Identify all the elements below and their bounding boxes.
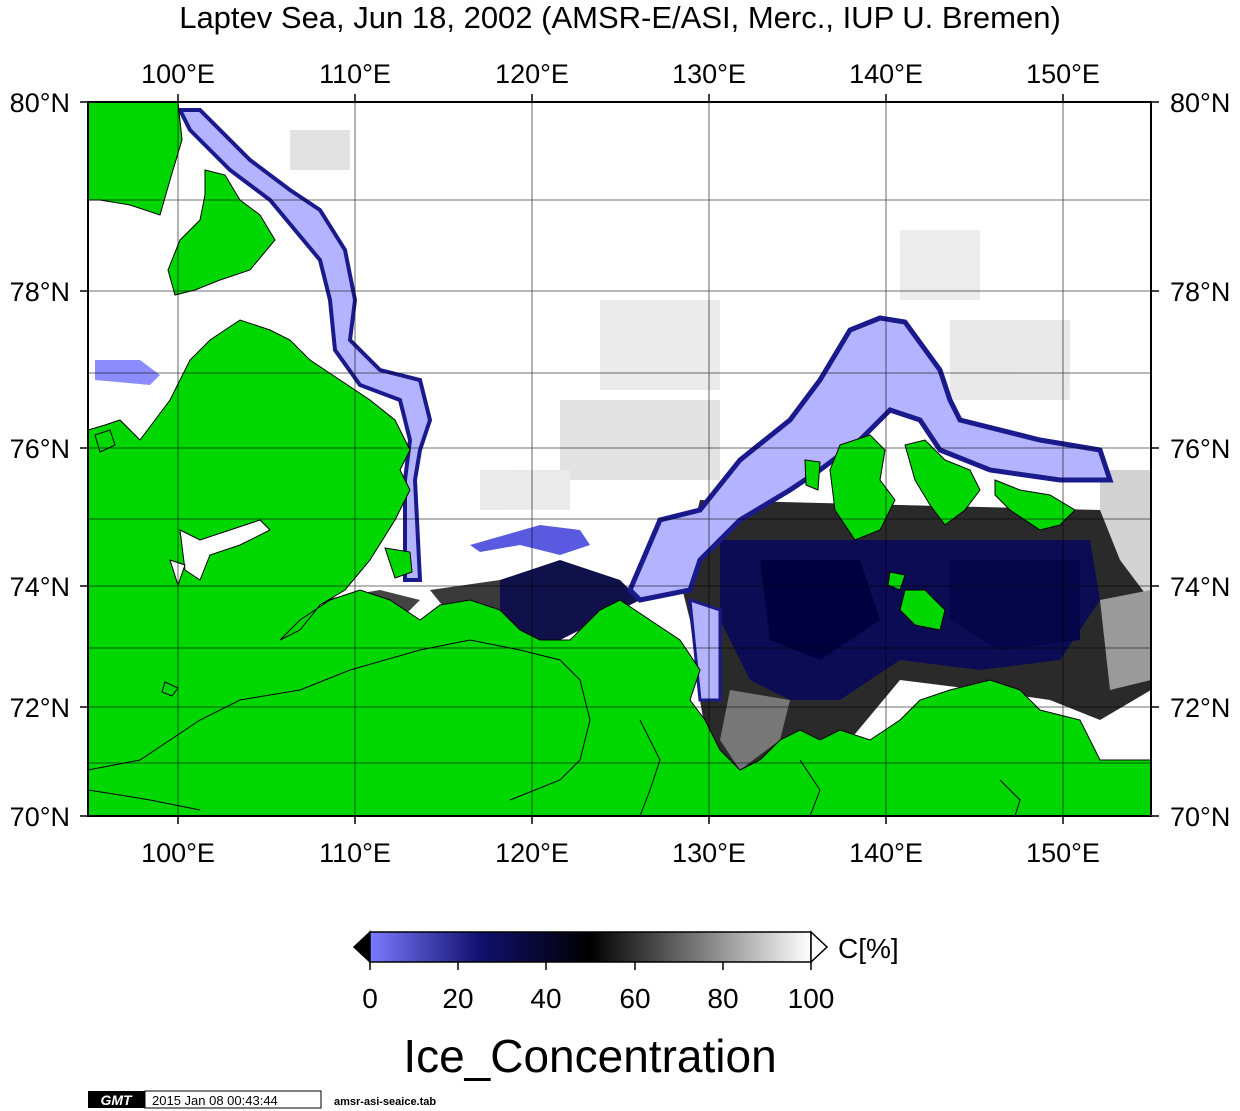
colorbar: 0 20 40 60 80 100 C[%]: [352, 930, 899, 1014]
lat-label-left: 74°N: [10, 572, 70, 602]
land-small-island-3: [384, 547, 413, 579]
colorbar-high-arrow: [810, 930, 829, 964]
gmt-logo-box: [88, 1091, 145, 1108]
timestamp-text: 2015 Jan 08 00:43:44: [152, 1093, 278, 1108]
lat-labels-right: 70°N 72°N 74°N 76°N 78°N 80°N: [1170, 88, 1230, 832]
lon-label-bottom: 120°E: [495, 838, 569, 868]
lat-label-right: 72°N: [1170, 693, 1230, 723]
land-novaya-sibir: [994, 479, 1076, 531]
colorbar-tick-label: 40: [530, 983, 561, 1014]
colorbar-unit: C[%]: [838, 933, 899, 964]
lon-label-top: 120°E: [495, 59, 569, 89]
tick-marks: [80, 94, 1159, 824]
lon-label-top: 130°E: [672, 59, 746, 89]
land-small-island-1: [887, 571, 906, 591]
lon-label-top: 140°E: [849, 59, 923, 89]
lon-labels-top: 100°E 110°E 120°E 130°E 140°E 150°E: [141, 59, 1100, 89]
graticule: [88, 102, 1151, 816]
lon-label-top: 150°E: [1026, 59, 1100, 89]
colorbar-tick-label: 20: [442, 983, 473, 1014]
land-kotelny-island: [829, 434, 896, 541]
land-bolshoy-lyakhovsky: [899, 589, 946, 631]
land-bolshevik-island: [167, 169, 276, 296]
colorbar-tick-label: 0: [362, 983, 378, 1014]
lon-label-top: 110°E: [319, 59, 391, 89]
lon-label-top: 100°E: [141, 59, 215, 89]
source-filename: amsr-asi-seaice.tab: [334, 1096, 436, 1108]
ice-low-band: [95, 108, 1114, 702]
land-small-island-2: [804, 459, 821, 491]
land-layer: [88, 102, 1151, 816]
land-small-island-4: [161, 681, 179, 697]
map-area: [88, 102, 1151, 816]
lat-label-left: 70°N: [10, 802, 70, 832]
land-siberian-mainland: [88, 319, 1151, 816]
colorbar-tick-label: 80: [707, 983, 738, 1014]
lat-label-left: 78°N: [10, 277, 70, 307]
lat-label-right: 74°N: [1170, 572, 1230, 602]
lat-label-left: 76°N: [10, 434, 70, 464]
gmt-timestamp: GMT 2015 Jan 08 00:43:44 amsr-asi-seaice…: [88, 1090, 436, 1109]
lon-label-bottom: 150°E: [1026, 838, 1100, 868]
lat-label-right: 70°N: [1170, 802, 1230, 832]
timestamp-box: [144, 1090, 322, 1109]
land-small-island-5: [94, 429, 116, 453]
admin-borders: [88, 639, 1021, 816]
lon-label-bottom: 140°E: [849, 838, 923, 868]
ice-speckle-layer: [290, 130, 1151, 610]
colorbar-ramp: [369, 931, 812, 963]
lakes-inlets: [169, 519, 271, 587]
map-title: Laptev Sea, Jun 18, 2002 (AMSR-E/ASI, Me…: [179, 0, 1061, 35]
lon-label-bottom: 100°E: [141, 838, 215, 868]
colorbar-tick-label: 100: [788, 983, 835, 1014]
colorbar-title: Ice_Concentration: [403, 1030, 776, 1082]
lon-labels-bottom: 100°E 110°E 120°E 130°E 140°E 150°E: [141, 838, 1100, 868]
gmt-logo: GMT: [100, 1092, 133, 1108]
land-faddeyevsky-island: [904, 439, 981, 526]
colorbar-low-arrow: [352, 930, 371, 964]
lat-label-left: 72°N: [10, 693, 70, 723]
map-frame: [87, 101, 1152, 817]
lat-label-right: 80°N: [1170, 88, 1230, 118]
lat-label-right: 76°N: [1170, 434, 1230, 464]
lat-label-right: 78°N: [1170, 277, 1230, 307]
ice-dense-field: [680, 500, 1151, 780]
lat-labels-left: 70°N 72°N 74°N 76°N 78°N 80°N: [10, 88, 70, 832]
lon-label-bottom: 110°E: [319, 838, 391, 868]
lat-label-left: 80°N: [10, 88, 70, 118]
lon-label-bottom: 130°E: [672, 838, 746, 868]
colorbar-tick-label: 60: [619, 983, 650, 1014]
